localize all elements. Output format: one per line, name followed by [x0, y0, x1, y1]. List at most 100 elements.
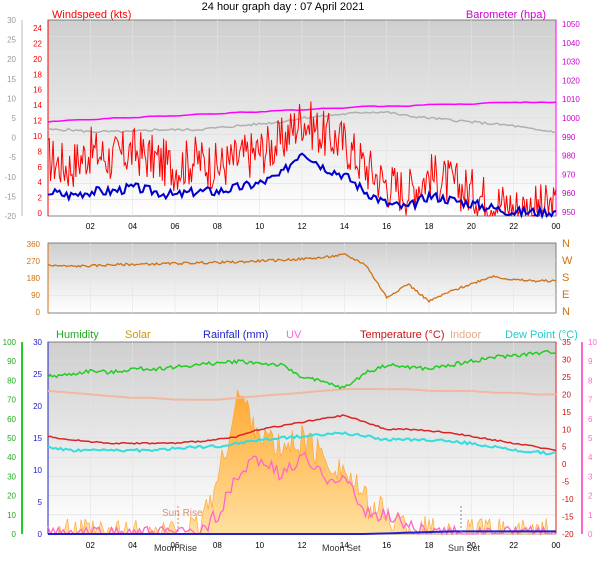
- gust-tick-label: 10: [7, 94, 16, 103]
- humidity-tick-label: 30: [7, 472, 16, 481]
- barometer-axis-label: Barometer (hpa): [466, 9, 546, 21]
- windspeed-tick-label: 8: [38, 147, 43, 156]
- gust-tick-label: 5: [12, 114, 17, 123]
- uv-tick-label: 6: [588, 415, 593, 424]
- uv-tick-label: 2: [588, 492, 593, 501]
- windspeed-tick-label: 0: [38, 209, 43, 218]
- moon-set-label: Moon Set: [322, 543, 361, 553]
- uv-tick-label: 9: [588, 357, 593, 366]
- humidity-tick-label: 100: [3, 338, 17, 347]
- gust-tick-label: 30: [7, 16, 16, 25]
- legend-indoor: Indoor: [450, 329, 482, 341]
- x-tick-label: 08: [213, 541, 222, 550]
- windspeed-tick-label: 18: [33, 70, 42, 79]
- windspeed-tick-label: 10: [33, 132, 42, 141]
- gust-axis-ticks: 30 25 20 15 10 5 0 -5 -10 -15 -20: [4, 16, 16, 221]
- humidity-tick-label: 10: [7, 511, 16, 520]
- direction-tick-label: 360: [27, 240, 41, 249]
- barometer-tick-label: 950: [562, 208, 576, 217]
- barometer-tick-label: 1030: [562, 58, 580, 67]
- chart-title: 24 hour graph day : 07 April 2021: [202, 1, 365, 13]
- barometer-line: [47, 101, 557, 123]
- solar-tick-label: 0: [38, 530, 43, 539]
- windspeed-axis-label: Windspeed (kts): [52, 9, 131, 21]
- barometer-tick-label: 1050: [562, 20, 580, 29]
- x-tick-label: 14: [340, 222, 349, 231]
- uv-tick-label: 7: [588, 396, 593, 405]
- sun-rise-label: Sun Rise: [162, 508, 203, 519]
- temperature-tick-label: 15: [562, 408, 571, 417]
- humidity-tick-label: 50: [7, 434, 16, 443]
- compass-label: N: [562, 238, 570, 250]
- x-tick-label: 18: [425, 222, 434, 231]
- x-tick-label: 02: [86, 541, 95, 550]
- temperature-tick-label: -10: [562, 495, 574, 504]
- x-tick-label: 20: [467, 541, 476, 550]
- legend-rainfall: Rainfall (mm): [203, 329, 268, 341]
- barometer-tick-label: 1040: [562, 39, 580, 48]
- humidity-tick-label: 20: [7, 492, 16, 501]
- dewpoint-line: [47, 431, 557, 456]
- legend-temperature: Temperature (°C): [360, 329, 444, 341]
- temperature-tick-label: 35: [562, 338, 571, 347]
- sun-set-label: Sun Set: [448, 543, 481, 553]
- uv-line: [47, 451, 557, 536]
- windspeed-tick-label: 22: [33, 39, 42, 48]
- x-tick-label: 16: [382, 541, 391, 550]
- uv-tick-label: 5: [588, 434, 593, 443]
- wind-direction-line: [47, 252, 557, 303]
- x-tick-label: 18: [425, 541, 434, 550]
- windspeed-line: [47, 101, 557, 218]
- windspeed-tick-label: 12: [33, 117, 42, 126]
- compass-label: N: [562, 306, 570, 318]
- solar-tick-label: 30: [33, 338, 42, 347]
- legend-humidity: Humidity: [56, 329, 99, 341]
- temperature-line: [47, 414, 557, 452]
- panel1-x-ticks: 02 04 06 08 10 12 14 16 18 20 22 00: [86, 222, 561, 231]
- panel2-grid: [48, 243, 556, 313]
- temperature-axis-ticks: 35 30 25 20 15 10 5 0 -5 -10 -15 -20: [562, 338, 574, 539]
- uv-tick-label: 1: [588, 511, 593, 520]
- gust-tick-label: -20: [4, 212, 16, 221]
- temperature-tick-label: 25: [562, 373, 571, 382]
- compass-label: E: [562, 289, 569, 301]
- solar-tick-label: 25: [33, 370, 42, 379]
- humidity-tick-label: 90: [7, 357, 16, 366]
- windspeed-tick-label: 2: [38, 194, 43, 203]
- temperature-tick-label: -5: [562, 478, 570, 487]
- x-tick-label: 14: [340, 541, 349, 550]
- gust-tick-label: -5: [9, 153, 17, 162]
- legend-solar: Solar: [125, 329, 151, 341]
- uv-tick-label: 3: [588, 472, 593, 481]
- barometer-tick-label: 1000: [562, 114, 580, 123]
- indoor-line: [47, 388, 557, 401]
- gust-tick-label: 0: [12, 134, 17, 143]
- barometer-tick-label: 990: [562, 133, 576, 142]
- x-tick-label: 02: [86, 222, 95, 231]
- uv-tick-label: 10: [588, 338, 597, 347]
- legend-dewpoint: Dew Point (°C): [505, 329, 578, 341]
- windspeed-tick-label: 20: [33, 55, 42, 64]
- legend-uv: UV: [286, 329, 302, 341]
- x-tick-label: 10: [255, 222, 264, 231]
- temperature-tick-label: -15: [562, 513, 574, 522]
- solar-tick-label: 15: [33, 434, 42, 443]
- humidity-tick-label: 80: [7, 376, 16, 385]
- solar-tick-label: 20: [33, 402, 42, 411]
- humidity-tick-label: 0: [12, 530, 17, 539]
- moon-rise-label: Moon Rise: [154, 543, 197, 553]
- panel1-grid: [48, 20, 556, 216]
- temperature-tick-label: 20: [562, 390, 571, 399]
- x-tick-label: 00: [552, 222, 561, 231]
- direction-tick-label: 180: [27, 274, 41, 283]
- barometer-tick-label: 970: [562, 170, 576, 179]
- x-tick-label: 04: [128, 222, 137, 231]
- temperature-tick-label: 5: [562, 443, 567, 452]
- temperature-tick-label: -20: [562, 530, 574, 539]
- direction-tick-label: 0: [36, 308, 41, 317]
- temperature-tick-label: 30: [562, 355, 571, 364]
- compass-label: S: [562, 272, 569, 284]
